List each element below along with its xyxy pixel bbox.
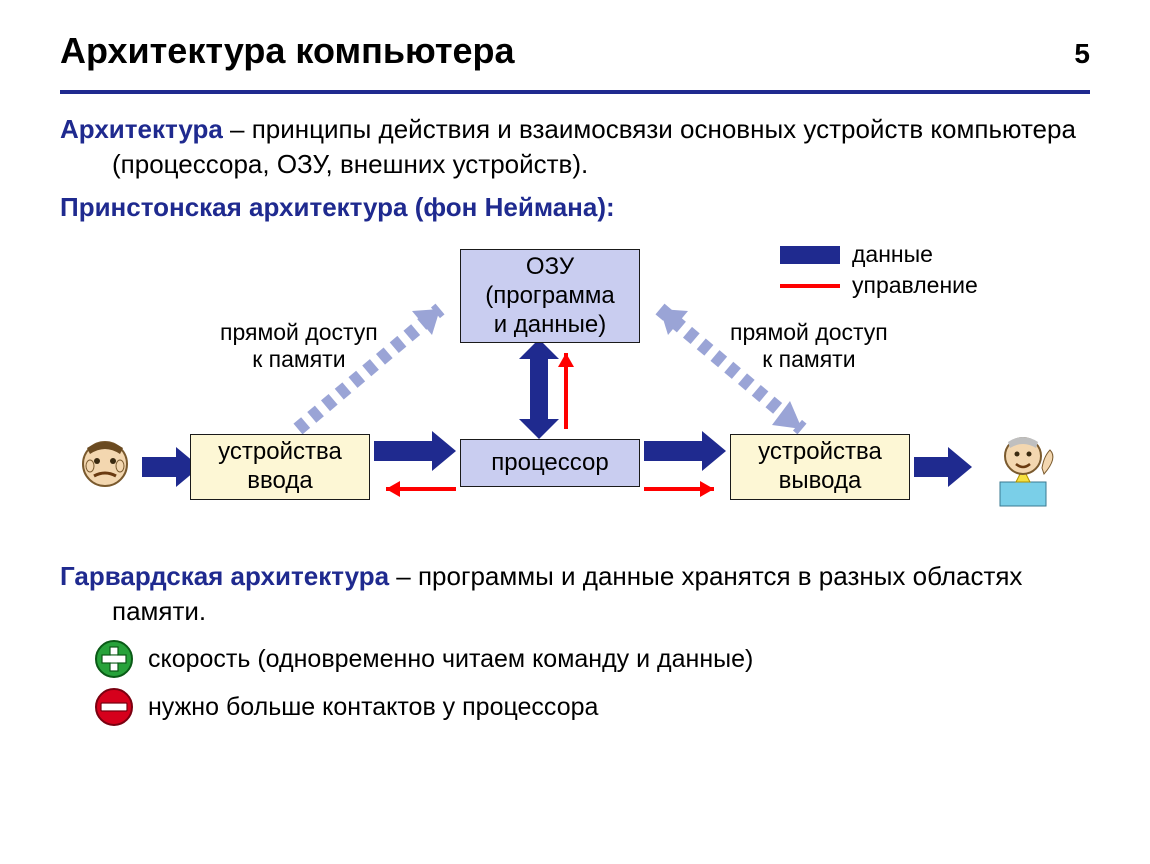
slide-header: Архитектура компьютера 5: [0, 0, 1150, 82]
arrow-control-cpu-input: [386, 481, 456, 497]
plus-icon: [94, 639, 134, 679]
architecture-diagram: данные управление прямой доступк памяти …: [60, 229, 1090, 559]
bullet-plus: скорость (одновременно читаем команду и …: [94, 639, 1090, 679]
arrow-cpu-ram-data: [519, 339, 559, 439]
intro-term: Архитектура: [60, 114, 223, 144]
arrow-cpu-to-output: [644, 431, 726, 471]
princeton-heading: Принстонская архитектура (фон Неймана):: [60, 192, 1090, 223]
dma-arrow-right: [660, 309, 802, 429]
bullets: скорость (одновременно читаем команду и …: [60, 639, 1090, 727]
page-number: 5: [1074, 38, 1090, 70]
node-output: устройствавывода: [730, 434, 910, 500]
arrow-control-cpu-output: [644, 481, 714, 497]
intro-paragraph: Архитектура – принципы действия и взаимо…: [60, 112, 1090, 182]
user-input-icon: [70, 434, 140, 504]
user-output-icon: [978, 424, 1068, 514]
harvard-term: Гарвардская архитектура: [60, 561, 389, 591]
arrow-control-cpu-ram: [558, 353, 574, 429]
node-input: устройстваввода: [190, 434, 370, 500]
bullet-minus-text: нужно больше контактов у процессора: [148, 693, 598, 722]
minus-icon: [94, 687, 134, 727]
node-ram: ОЗУ(программаи данные): [460, 249, 640, 343]
page-title: Архитектура компьютера: [60, 30, 515, 72]
dma-arrow-left: [298, 309, 440, 429]
node-cpu: процессор: [460, 439, 640, 487]
arrow-input-to-cpu: [374, 431, 456, 471]
bullet-minus: нужно больше контактов у процессора: [94, 687, 1090, 727]
intro-text: – принципы действия и взаимосвязи основн…: [112, 114, 1076, 179]
bullet-plus-text: скорость (одновременно читаем команду и …: [148, 645, 753, 674]
arrow-output-to-user: [914, 447, 972, 487]
content-area: Архитектура – принципы действия и взаимо…: [0, 94, 1150, 727]
harvard-paragraph: Гарвардская архитектура – программы и да…: [60, 559, 1090, 629]
